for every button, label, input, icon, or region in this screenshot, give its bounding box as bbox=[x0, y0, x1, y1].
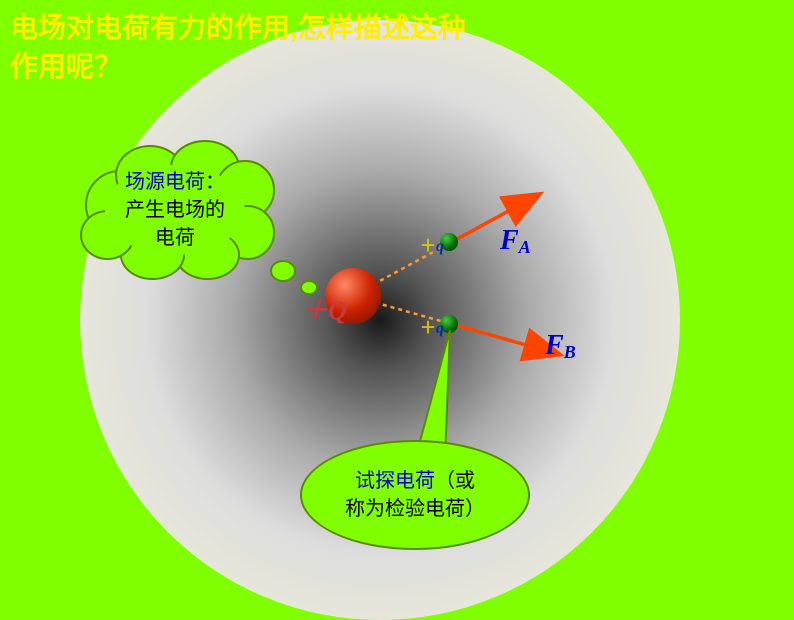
cloud-line1a: 场源电荷 bbox=[125, 171, 205, 193]
test-charge-b-label: ＋q bbox=[420, 314, 444, 338]
cloud-line3: 电荷 bbox=[155, 227, 195, 249]
speech-line1a: 试探电荷 bbox=[355, 470, 435, 492]
cloud-bubble-1 bbox=[270, 260, 296, 282]
force-b-label: FB bbox=[545, 330, 576, 363]
test-charge-a-label: ＋q bbox=[420, 232, 444, 256]
force-a-label: FA bbox=[500, 225, 531, 258]
speech-line1b: （或 bbox=[435, 470, 475, 492]
page-title: 电场对电荷有力的作用,怎样描述这种 作用呢？ bbox=[10, 8, 466, 86]
title-line1: 电场对电荷有力的作用,怎样描述这种 bbox=[10, 12, 466, 43]
source-charge-label: ＋Q bbox=[302, 290, 347, 327]
cloud-line2: 产生电场的 bbox=[125, 199, 225, 221]
cloud-line1b: ： bbox=[205, 171, 225, 193]
title-line2: 作用呢？ bbox=[10, 51, 122, 82]
speech-line2: 称为检验电荷） bbox=[345, 498, 485, 520]
test-charge-speech: 试探电荷（或 称为检验电荷） bbox=[300, 440, 530, 550]
source-charge-cloud: 场源电荷： 产生电场的 电荷 bbox=[75, 140, 275, 270]
